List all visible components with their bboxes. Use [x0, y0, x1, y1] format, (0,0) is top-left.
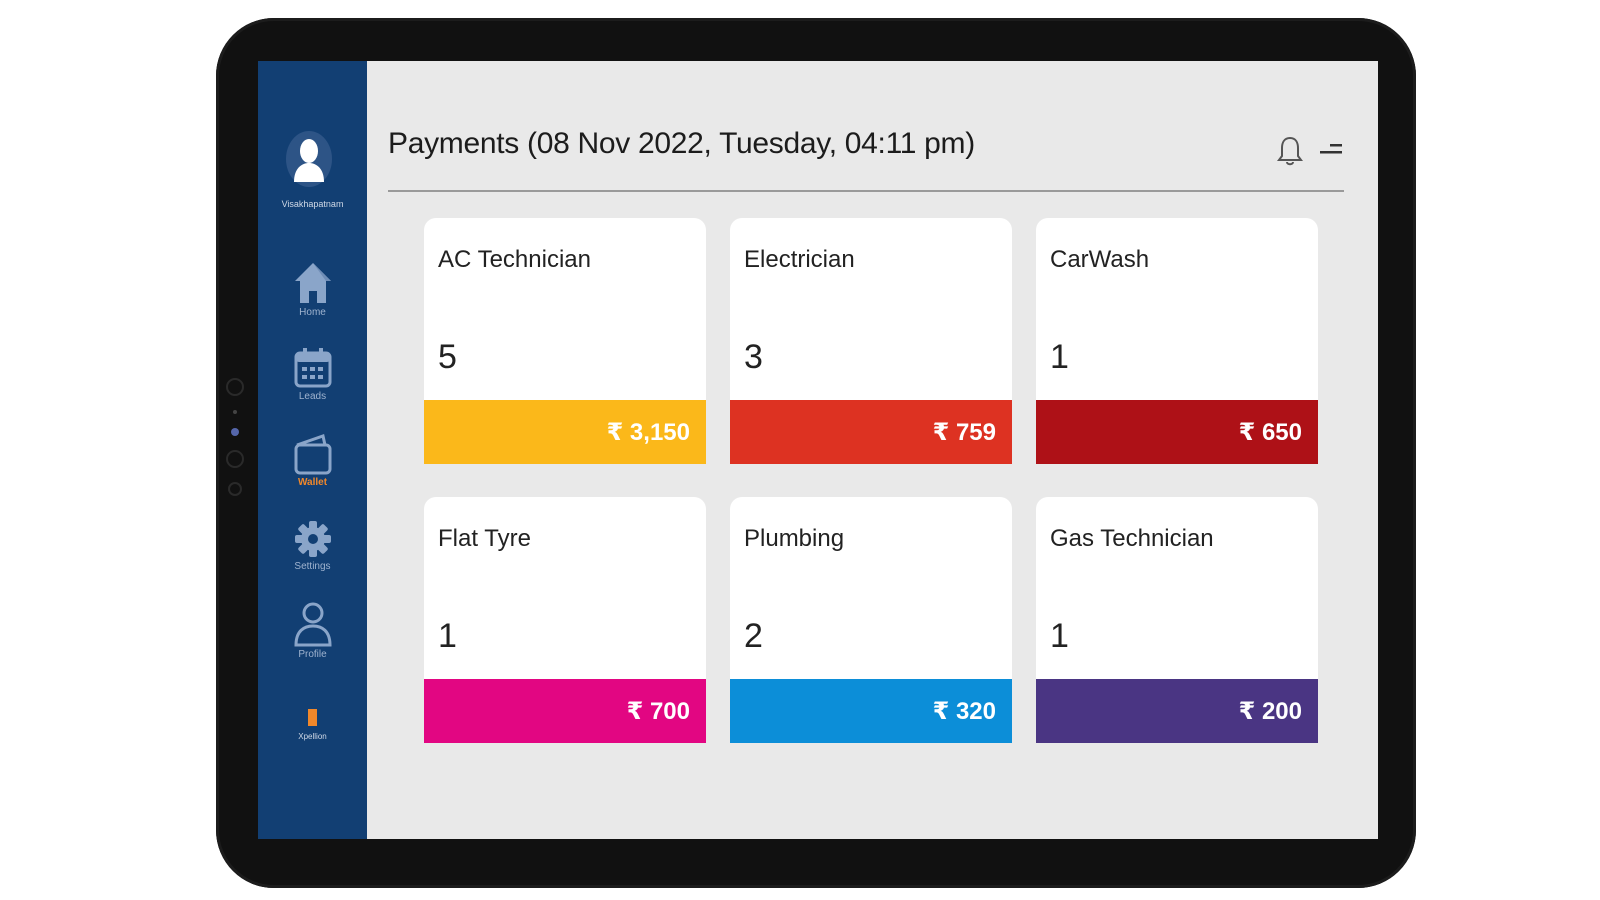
tablet-side-buttons	[226, 378, 244, 510]
card-count: 1	[438, 617, 457, 655]
card-amount: ₹ 650	[1238, 418, 1302, 446]
card-amount: ₹ 700	[626, 697, 690, 725]
category-card-carwash[interactable]: CarWash 1 ₹ 650	[1036, 218, 1318, 464]
card-count: 1	[1050, 617, 1069, 655]
card-count: 1	[1050, 338, 1069, 376]
category-card-plumbing[interactable]: Plumbing 2 ₹ 320	[730, 497, 1012, 743]
card-title: Plumbing	[744, 525, 845, 552]
category-card-gas-technician[interactable]: Gas Technician 1 ₹ 200	[1036, 497, 1318, 743]
menu-icon[interactable]	[1316, 141, 1344, 163]
home-icon	[294, 263, 331, 303]
nav-label-wallet: Wallet	[297, 477, 328, 488]
card-amount: ₹ 320	[932, 697, 996, 725]
user-name: Visakhapatnam	[281, 199, 344, 209]
category-card-flat-tyre[interactable]: Flat Tyre 1 ₹ 700	[424, 497, 706, 743]
card-count: 3	[744, 338, 763, 376]
avatar[interactable]	[286, 131, 332, 187]
calendar-icon	[294, 348, 331, 388]
card-amount: ₹ 759	[932, 418, 996, 446]
header-divider	[388, 190, 1344, 192]
card-amount: ₹ 3,150	[606, 418, 690, 446]
nav-label-profile: Profile	[298, 649, 327, 660]
sidebar-footer-label: Xpellion	[298, 732, 327, 741]
card-title: CarWash	[1050, 246, 1150, 273]
app-screen: Visakhapatnam Home	[258, 61, 1378, 839]
nav-label-settings: Settings	[294, 561, 331, 572]
card-amount-bar: ₹ 700	[424, 679, 706, 743]
user-avatar-icon	[294, 139, 324, 182]
card-amount-bar: ₹ 320	[730, 679, 1012, 743]
user-icon	[293, 602, 332, 647]
nav-item-profile[interactable]: Profile	[258, 601, 367, 660]
card-title: AC Technician	[438, 246, 591, 273]
page-title: Payments (08 Nov 2022, Tuesday, 04:11 pm…	[388, 127, 975, 160]
sidebar: Visakhapatnam Home	[258, 61, 367, 839]
tablet-frame: Visakhapatnam Home	[216, 18, 1416, 888]
card-amount-bar: ₹ 200	[1036, 679, 1318, 743]
wallet-icon	[294, 434, 331, 475]
nav-item-settings[interactable]: Settings	[258, 519, 367, 572]
category-card-electrician[interactable]: Electrician 3 ₹ 759	[730, 218, 1012, 464]
bell-icon[interactable]	[1276, 135, 1304, 167]
gear-icon	[294, 521, 331, 557]
nav-item-wallet[interactable]: Wallet	[258, 433, 367, 488]
card-count: 2	[744, 617, 763, 655]
nav-item-home[interactable]: Home	[258, 261, 367, 318]
nav-label-leads: Leads	[298, 391, 327, 402]
card-count: 5	[438, 338, 457, 376]
card-title: Electrician	[744, 246, 855, 273]
nav-item-leads[interactable]: Leads	[258, 347, 367, 402]
card-title: Gas Technician	[1050, 525, 1214, 552]
card-amount-bar: ₹ 759	[730, 400, 1012, 464]
card-amount-bar: ₹ 3,150	[424, 400, 706, 464]
brand-flag-icon	[308, 709, 317, 726]
card-amount: ₹ 200	[1238, 697, 1302, 725]
nav-label-home: Home	[299, 307, 326, 318]
card-amount-bar: ₹ 650	[1036, 400, 1318, 464]
sidebar-footer: Xpellion	[258, 709, 367, 741]
category-card-ac-technician[interactable]: AC Technician 5 ₹ 3,150	[424, 218, 706, 464]
card-title: Flat Tyre	[438, 525, 531, 552]
